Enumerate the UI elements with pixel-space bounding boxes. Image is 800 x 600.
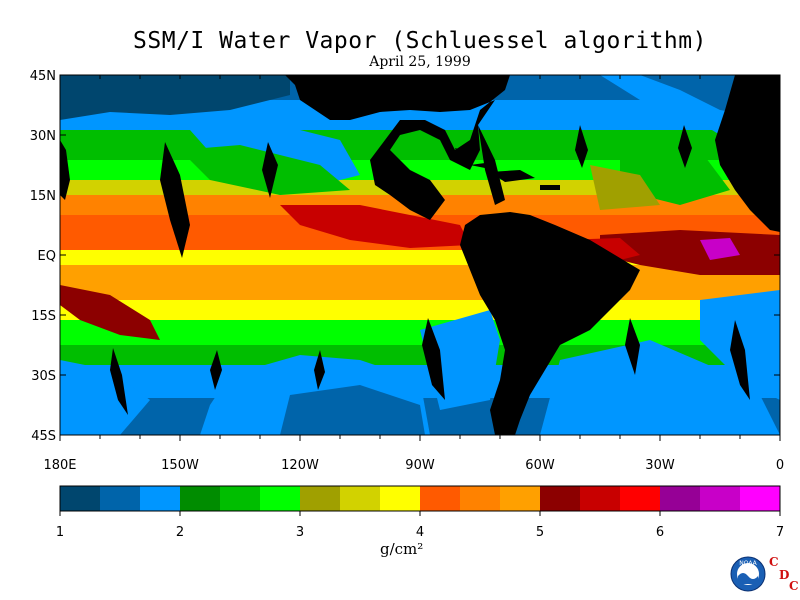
south-america-landmass bbox=[460, 212, 640, 435]
data-gap-swath bbox=[625, 318, 640, 375]
y-tick-label: 15N bbox=[30, 189, 56, 204]
y-tick-label: EQ bbox=[38, 249, 56, 264]
colorbar-swatch bbox=[260, 486, 301, 511]
noaa-logo-text: NOAA bbox=[739, 560, 757, 567]
data-gap-swath bbox=[575, 125, 588, 168]
colorbar-tick-label: 6 bbox=[656, 525, 664, 540]
dry-region-north-pacific bbox=[60, 75, 290, 120]
dry-region-east-atlantic-olive bbox=[590, 165, 660, 210]
colorbar-swatch bbox=[60, 486, 101, 511]
colorbar-units: g/cm² bbox=[380, 540, 424, 558]
data-gap-swath bbox=[678, 125, 692, 168]
colorbar-tick-label: 3 bbox=[296, 525, 304, 540]
colorbar-swatch bbox=[340, 486, 381, 511]
colorbar-tick-label: 4 bbox=[416, 525, 424, 540]
data-gap-swath bbox=[262, 142, 278, 198]
cdc-letter: C bbox=[789, 579, 799, 593]
colorbar-swatch bbox=[300, 486, 341, 511]
chart-subtitle: April 25, 1999 bbox=[369, 54, 471, 70]
data-gap-swath bbox=[314, 350, 325, 390]
y-tick-label: 45N bbox=[30, 69, 56, 84]
cdc-logo: C D C bbox=[767, 555, 799, 595]
dry-region-south-pacific-deep bbox=[280, 385, 425, 435]
colorbar-swatch bbox=[620, 486, 661, 511]
colorbar-swatch bbox=[700, 486, 741, 511]
x-tick-label: 30W bbox=[645, 458, 675, 473]
colorbar-swatch bbox=[220, 486, 261, 511]
moist-zone-southwest-pacific-red bbox=[60, 285, 160, 340]
data-gap-swath bbox=[110, 348, 128, 415]
colorbar-swatch bbox=[420, 486, 461, 511]
colorbar-tick-label: 7 bbox=[776, 525, 784, 540]
data-gap-swath bbox=[422, 318, 445, 400]
moist-zone-itcz-red bbox=[280, 205, 470, 248]
x-tick-label: 120W bbox=[281, 458, 319, 473]
map-axes: 45N 30N 15N EQ 15S 30S 45S 180E 150W 120W 90W 60W 30… bbox=[30, 69, 784, 473]
north-america-landmass bbox=[285, 75, 510, 220]
colorbar-swatch bbox=[500, 486, 541, 511]
y-tick-label: 30N bbox=[30, 129, 56, 144]
colorbar-swatch bbox=[100, 486, 141, 511]
field-band-south-orange bbox=[60, 265, 780, 305]
map-field bbox=[60, 75, 780, 435]
colorbar-swatch bbox=[380, 486, 421, 511]
colorbar-swatch bbox=[660, 486, 701, 511]
data-gap-swath bbox=[160, 142, 190, 258]
colorbar-swatch bbox=[180, 486, 221, 511]
cdc-letter: C bbox=[769, 555, 779, 569]
colorbar-swatch bbox=[580, 486, 621, 511]
cdc-letter: D bbox=[779, 568, 790, 582]
data-gap-swath bbox=[60, 140, 70, 200]
dry-region-south-atlantic bbox=[540, 340, 780, 435]
y-tick-label: 45S bbox=[31, 429, 56, 444]
colorbar-swatch bbox=[140, 486, 181, 511]
florida-landmass bbox=[455, 148, 468, 165]
dry-region-southwest-pacific bbox=[60, 360, 150, 435]
colorbar-swatch bbox=[540, 486, 581, 511]
y-tick-label: 15S bbox=[31, 309, 56, 324]
colorbar-tick-label: 2 bbox=[176, 525, 184, 540]
data-gap-swath bbox=[730, 320, 750, 400]
moist-zone-magenta-spot bbox=[700, 238, 740, 260]
iberia-landmass bbox=[740, 75, 780, 100]
noaa-logo-icon: NOAA bbox=[730, 556, 766, 592]
colorbar: 1 2 3 4 5 6 7 bbox=[56, 485, 784, 540]
data-gap-swath bbox=[210, 350, 222, 390]
x-tick-label: 180E bbox=[43, 458, 76, 473]
caribbean-islands bbox=[470, 163, 560, 190]
x-tick-label: 90W bbox=[405, 458, 435, 473]
africa-landmass bbox=[715, 75, 780, 232]
data-gap-swath bbox=[478, 125, 505, 205]
colorbar-swatch bbox=[740, 486, 781, 511]
x-tick-label: 0 bbox=[776, 458, 784, 473]
moist-zone-tropical-atlantic-red bbox=[600, 230, 780, 275]
x-tick-label: 150W bbox=[161, 458, 199, 473]
chart-title: SSM/I Water Vapor (Schluessel algorithm) bbox=[133, 28, 707, 54]
colorbar-tick-label: 5 bbox=[536, 525, 544, 540]
x-tick-label: 60W bbox=[525, 458, 555, 473]
y-tick-label: 30S bbox=[31, 369, 56, 384]
colorbar-swatch bbox=[460, 486, 501, 511]
colorbar-tick-label: 1 bbox=[56, 525, 64, 540]
